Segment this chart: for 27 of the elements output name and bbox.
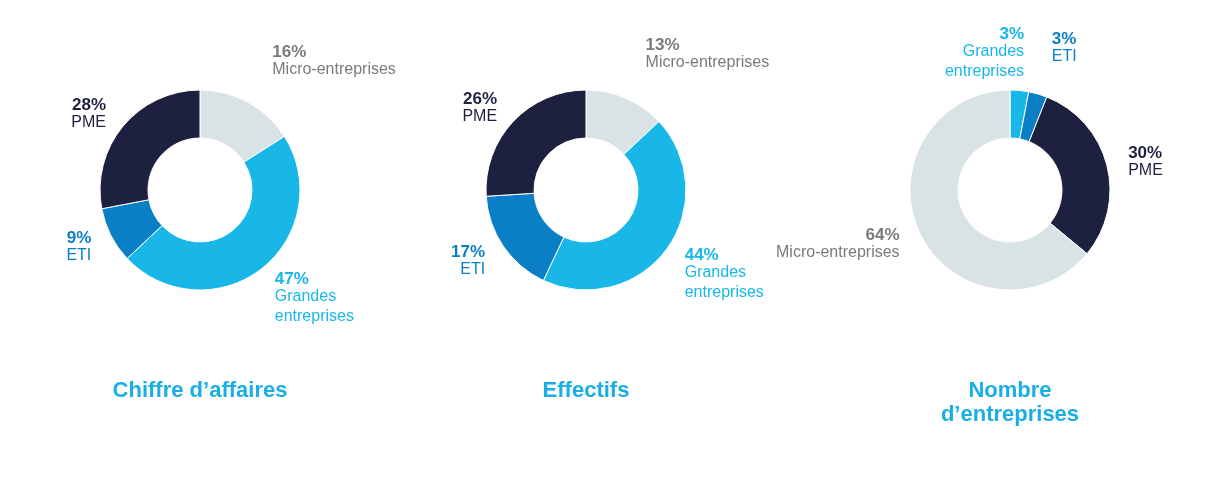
data-label: 3% — [999, 23, 1025, 43]
data-label: 16% — [272, 41, 307, 61]
slice-label: Micro-entreprises — [645, 53, 770, 71]
data-label: 3% — [1051, 28, 1077, 48]
data-label: 28% — [71, 95, 106, 115]
slice-label: Grandes entreprises — [944, 41, 1025, 79]
slice-label: PME — [71, 113, 106, 131]
slice-label: ETI — [460, 259, 486, 277]
slice-label: PME — [462, 107, 498, 125]
data-label: 47% — [274, 269, 309, 289]
data-label: 64% — [865, 224, 900, 244]
slice-label: ETI — [1051, 46, 1077, 64]
data-label: 9% — [66, 228, 92, 248]
text: Effectifs — [542, 377, 630, 402]
slice-label: Grandes entreprises — [684, 262, 764, 300]
data-label: 30% — [1128, 142, 1163, 162]
slice-label: Grandes entreprises — [274, 287, 354, 325]
slice-label: ETI — [66, 246, 92, 264]
text: Chiffre d’affaires — [112, 377, 288, 402]
slice-label: Micro-entreprises — [272, 59, 396, 77]
data-label: 17% — [451, 241, 486, 261]
slice-label: Micro-entreprises — [776, 242, 900, 260]
data-label: 44% — [684, 244, 719, 264]
text: Nombre d’entreprises — [940, 377, 1080, 426]
data-label: 13% — [645, 35, 680, 55]
data-label: 26% — [463, 89, 498, 109]
slice-label: PME — [1128, 160, 1163, 178]
